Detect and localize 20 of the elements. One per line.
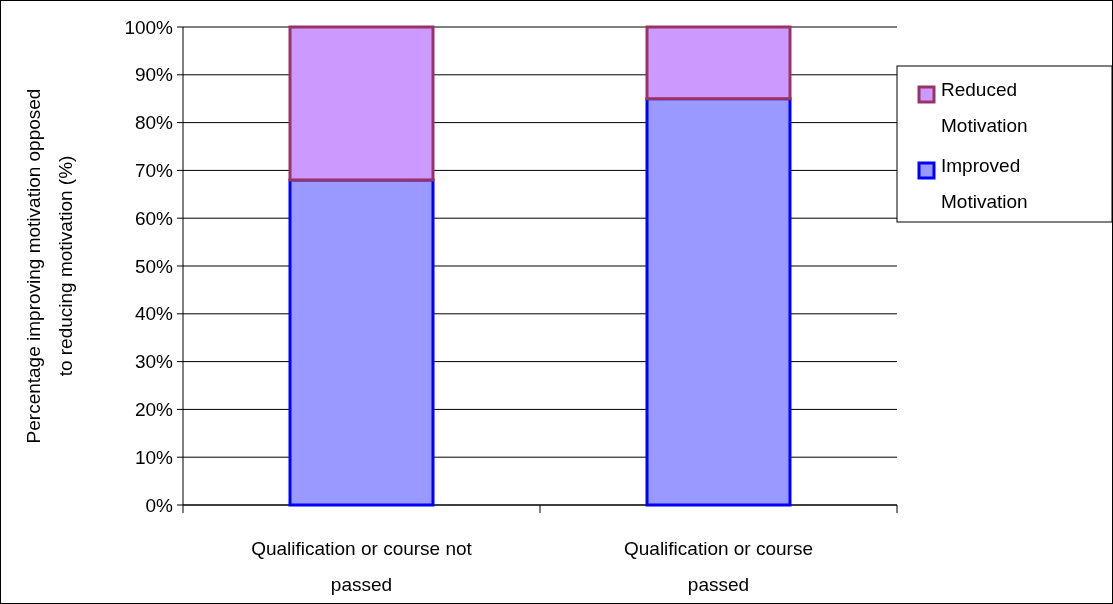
y-tick-label: 20%	[134, 399, 174, 421]
legend-label: Improved Motivation	[941, 154, 1028, 212]
bar	[645, 25, 792, 101]
y-tick-label: 70%	[134, 160, 174, 182]
legend-label: Reduced Motivation	[941, 78, 1028, 136]
y-tick-label: 0%	[145, 494, 174, 516]
bar	[645, 97, 792, 507]
y-axis-title: Percentage improving motivation opposed to reducing motivation (%)	[23, 88, 76, 444]
y-tick-label: 40%	[134, 303, 174, 325]
bar	[288, 178, 435, 507]
x-tick-label: Qualification or course not passed	[251, 538, 473, 595]
y-tick-label: 50%	[134, 255, 174, 277]
y-tick-label: 80%	[134, 112, 174, 134]
y-tick-label: 30%	[134, 351, 174, 373]
y-tick-label: 100%	[124, 16, 174, 38]
x-tick-label: Qualification or course passed	[623, 538, 814, 595]
bar	[288, 25, 435, 182]
y-tick-label: 60%	[134, 207, 174, 229]
y-tick-label: 90%	[134, 64, 174, 86]
y-tick-label: 10%	[134, 446, 174, 468]
